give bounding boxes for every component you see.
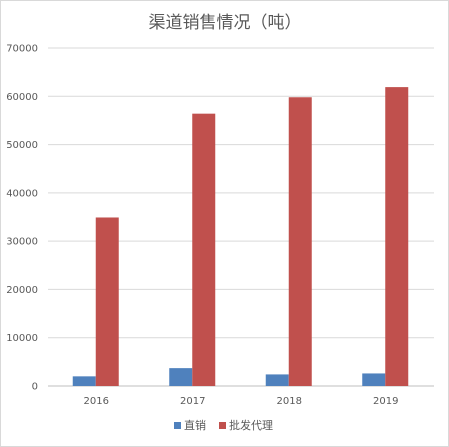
bar-direct-sales-2018 (265, 374, 289, 386)
y-tick-label: 0 (32, 382, 38, 393)
y-tick-label: 40000 (6, 188, 38, 199)
legend: 直销 批发代理 (174, 418, 273, 432)
bar-wholesale-2019 (385, 87, 409, 387)
y-tick-label: 30000 (6, 237, 38, 248)
x-tick-label: 2016 (84, 396, 109, 407)
chart-title: 渠道销售情况（吨） (149, 13, 302, 33)
bar-wholesale-2018 (288, 97, 312, 386)
y-tick-label: 10000 (6, 333, 38, 344)
legend-swatch-wholesale (219, 422, 226, 429)
y-tick-label: 70000 (6, 44, 38, 55)
legend-label-wholesale: 批发代理 (229, 418, 273, 432)
bar-direct-sales-2016 (72, 376, 96, 386)
legend-swatch-direct-sales (174, 422, 181, 429)
legend-label-direct-sales: 直销 (184, 418, 206, 432)
bar-direct-sales-2017 (169, 368, 193, 386)
x-tick-label: 2019 (373, 396, 398, 407)
x-tick-label: 2017 (180, 396, 205, 407)
y-axis-ticks: 0 10000 20000 30000 40000 50000 60000 70000 (6, 44, 38, 393)
y-tick-label: 50000 (6, 140, 38, 151)
x-axis-ticks: 2016 2017 2018 2019 (84, 396, 399, 407)
bar-wholesale-2016 (95, 217, 119, 386)
y-tick-label: 20000 (6, 285, 38, 296)
bar-wholesale-2017 (192, 113, 216, 386)
x-tick-label: 2018 (277, 396, 302, 407)
bar-direct-sales-2019 (362, 373, 386, 386)
y-tick-label: 60000 (6, 92, 38, 103)
bars (72, 87, 409, 387)
